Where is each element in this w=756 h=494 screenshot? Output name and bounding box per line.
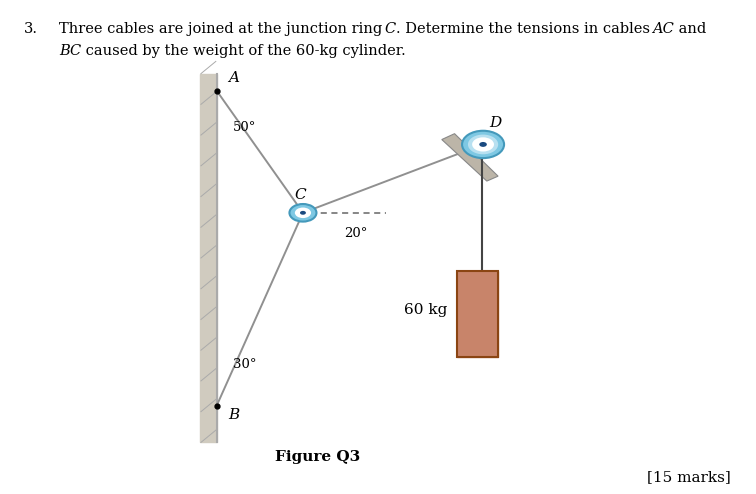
Text: 60 kg: 60 kg bbox=[404, 303, 448, 317]
Bar bbox=[457, 271, 498, 357]
Circle shape bbox=[290, 204, 317, 222]
Text: AC: AC bbox=[652, 22, 674, 37]
Polygon shape bbox=[442, 134, 498, 181]
Bar bbox=[200, 74, 217, 443]
Text: 50°: 50° bbox=[233, 121, 256, 134]
Circle shape bbox=[479, 142, 487, 147]
Text: B: B bbox=[228, 408, 239, 422]
Text: BC: BC bbox=[59, 44, 82, 58]
Text: and: and bbox=[674, 22, 706, 37]
Text: C: C bbox=[385, 22, 396, 37]
Text: D: D bbox=[489, 116, 501, 130]
Text: 3.: 3. bbox=[23, 22, 38, 37]
Text: 30°: 30° bbox=[233, 358, 257, 370]
Text: 20°: 20° bbox=[344, 227, 367, 241]
Circle shape bbox=[462, 131, 504, 158]
Circle shape bbox=[472, 137, 494, 152]
Text: . Determine the tensions in cables: . Determine the tensions in cables bbox=[395, 22, 655, 37]
Text: caused by the weight of the 60-kg cylinder.: caused by the weight of the 60-kg cylind… bbox=[81, 44, 406, 58]
Text: C: C bbox=[294, 188, 305, 202]
Text: [15 marks]: [15 marks] bbox=[647, 470, 731, 484]
Text: Figure Q3: Figure Q3 bbox=[275, 451, 361, 464]
Circle shape bbox=[300, 211, 306, 215]
Text: A: A bbox=[228, 71, 239, 85]
Text: Three cables are joined at the junction ring: Three cables are joined at the junction … bbox=[59, 22, 387, 37]
Circle shape bbox=[468, 134, 498, 154]
Bar bbox=[457, 271, 498, 357]
Circle shape bbox=[295, 207, 311, 218]
